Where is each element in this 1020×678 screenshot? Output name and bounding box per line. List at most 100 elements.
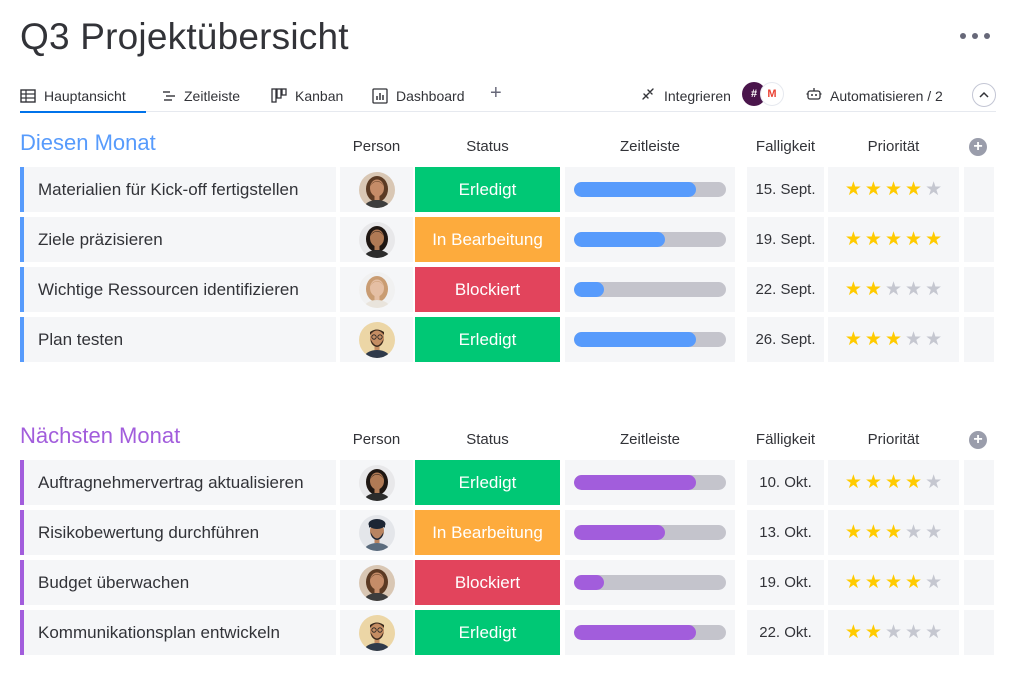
person-cell[interactable] xyxy=(340,560,413,605)
star-filled-icon[interactable]: ★ xyxy=(844,179,862,200)
priority-cell[interactable]: ★ ★ ★ ★ ★ xyxy=(828,167,959,212)
priority-cell[interactable]: ★ ★ ★ ★ ★ xyxy=(828,217,959,262)
status-cell[interactable]: Blockiert xyxy=(415,267,560,312)
star-filled-icon[interactable]: ★ xyxy=(884,179,903,200)
star-filled-icon[interactable]: ★ xyxy=(884,229,903,250)
add-view-button[interactable]: + xyxy=(490,82,502,104)
priority-cell[interactable]: ★ ★ ★ ★ ★ xyxy=(828,317,959,362)
item-name-cell[interactable]: Wichtige Ressourcen identifizieren xyxy=(20,267,336,312)
star-filled-icon[interactable]: ★ xyxy=(864,472,882,493)
star-empty-icon[interactable]: ★ xyxy=(925,572,943,593)
star-empty-icon[interactable]: ★ xyxy=(925,622,943,643)
column-header-person[interactable]: Person xyxy=(352,138,401,155)
star-filled-icon[interactable]: ★ xyxy=(884,329,903,350)
item-name-cell[interactable]: Budget überwachen xyxy=(20,560,336,605)
star-filled-icon[interactable]: ★ xyxy=(925,229,943,250)
due-date-cell[interactable]: 19. Sept. xyxy=(747,217,824,262)
timeline-cell[interactable] xyxy=(565,460,735,505)
star-filled-icon[interactable]: ★ xyxy=(864,572,882,593)
star-filled-icon[interactable]: ★ xyxy=(844,572,862,593)
priority-cell[interactable]: ★ ★ ★ ★ ★ xyxy=(828,610,959,655)
star-empty-icon[interactable]: ★ xyxy=(925,279,943,300)
table-row[interactable]: Plan testen Erledigt 26. Sept. ★ ★ ★ ★ ★ xyxy=(20,317,996,362)
star-filled-icon[interactable]: ★ xyxy=(864,229,882,250)
star-filled-icon[interactable]: ★ xyxy=(905,472,923,493)
item-name-cell[interactable]: Materialien für Kick-off fertigstellen xyxy=(20,167,336,212)
star-filled-icon[interactable]: ★ xyxy=(884,472,903,493)
star-empty-icon[interactable]: ★ xyxy=(905,279,923,300)
star-filled-icon[interactable]: ★ xyxy=(905,572,923,593)
priority-cell[interactable]: ★ ★ ★ ★ ★ xyxy=(828,460,959,505)
timeline-cell[interactable] xyxy=(565,510,735,555)
timeline-cell[interactable] xyxy=(565,610,735,655)
table-row[interactable]: Risikobewertung durchführen In Bearbeitun… xyxy=(20,510,996,555)
more-options-button[interactable] xyxy=(960,28,990,44)
status-cell[interactable]: In Bearbeitung xyxy=(415,217,560,262)
priority-cell[interactable]: ★ ★ ★ ★ ★ xyxy=(828,267,959,312)
automate-button[interactable]: Automatisieren / 2 xyxy=(806,80,943,111)
person-cell[interactable] xyxy=(340,510,413,555)
column-header-due[interactable]: Fälligkeit xyxy=(755,431,816,448)
due-date-cell[interactable]: 10. Okt. xyxy=(747,460,824,505)
tab-dashboard[interactable]: Dashboard xyxy=(372,80,465,111)
person-cell[interactable] xyxy=(340,460,413,505)
star-filled-icon[interactable]: ★ xyxy=(905,229,923,250)
column-header-priority[interactable]: Priorität xyxy=(867,138,920,155)
add-column-button[interactable]: + xyxy=(969,431,987,449)
tab-zeitleiste[interactable]: Zeitleiste xyxy=(162,80,240,111)
person-cell[interactable] xyxy=(340,267,413,312)
column-header-timeline[interactable]: Zeitleiste xyxy=(619,138,681,155)
timeline-cell[interactable] xyxy=(565,217,735,262)
star-filled-icon[interactable]: ★ xyxy=(864,179,882,200)
due-date-cell[interactable]: 22. Sept. xyxy=(747,267,824,312)
star-filled-icon[interactable]: ★ xyxy=(884,572,903,593)
item-name-cell[interactable]: Kommunikationsplan entwickeln xyxy=(20,610,336,655)
star-filled-icon[interactable]: ★ xyxy=(864,522,882,543)
column-header-person[interactable]: Person xyxy=(352,431,401,448)
star-empty-icon[interactable]: ★ xyxy=(925,472,943,493)
table-row[interactable]: Wichtige Ressourcen identifizieren Blocki… xyxy=(20,267,996,312)
add-column-button[interactable]: + xyxy=(969,138,987,156)
table-row[interactable]: Budget überwachen Blockiert 19. Okt. ★ ★ ★ ★ ★ xyxy=(20,560,996,605)
status-cell[interactable]: Erledigt xyxy=(415,460,560,505)
person-cell[interactable] xyxy=(340,167,413,212)
item-name-cell[interactable]: Auftragnehmervertrag aktualisieren xyxy=(20,460,336,505)
star-empty-icon[interactable]: ★ xyxy=(925,522,943,543)
status-cell[interactable]: Erledigt xyxy=(415,610,560,655)
due-date-cell[interactable]: 15. Sept. xyxy=(747,167,824,212)
star-empty-icon[interactable]: ★ xyxy=(905,522,923,543)
person-cell[interactable] xyxy=(340,610,413,655)
star-filled-icon[interactable]: ★ xyxy=(844,522,862,543)
star-empty-icon[interactable]: ★ xyxy=(884,279,903,300)
star-filled-icon[interactable]: ★ xyxy=(844,472,862,493)
collapse-button[interactable] xyxy=(972,83,996,107)
star-empty-icon[interactable]: ★ xyxy=(884,622,903,643)
priority-cell[interactable]: ★ ★ ★ ★ ★ xyxy=(828,560,959,605)
star-filled-icon[interactable]: ★ xyxy=(844,329,862,350)
due-date-cell[interactable]: 13. Okt. xyxy=(747,510,824,555)
status-cell[interactable]: In Bearbeitung xyxy=(415,510,560,555)
status-cell[interactable]: Erledigt xyxy=(415,167,560,212)
timeline-cell[interactable] xyxy=(565,167,735,212)
timeline-cell[interactable] xyxy=(565,317,735,362)
integrate-button[interactable]: Integrieren xyxy=(640,80,731,111)
group-title[interactable]: Diesen Monat xyxy=(20,130,156,155)
column-header-status[interactable]: Status xyxy=(466,431,509,448)
column-header-status[interactable]: Status xyxy=(466,138,509,155)
item-name-cell[interactable]: Risikobewertung durchführen xyxy=(20,510,336,555)
star-filled-icon[interactable]: ★ xyxy=(844,622,862,643)
status-cell[interactable]: Erledigt xyxy=(415,317,560,362)
person-cell[interactable] xyxy=(340,317,413,362)
column-header-timeline[interactable]: Zeitleiste xyxy=(619,431,681,448)
due-date-cell[interactable]: 22. Okt. xyxy=(747,610,824,655)
integration-apps[interactable]: # M xyxy=(742,82,786,108)
column-header-due[interactable]: Falligkeit xyxy=(755,138,816,155)
person-cell[interactable] xyxy=(340,217,413,262)
star-filled-icon[interactable]: ★ xyxy=(864,329,882,350)
tab-kanban[interactable]: Kanban xyxy=(271,80,343,111)
timeline-cell[interactable] xyxy=(565,560,735,605)
group-title[interactable]: Nächsten Monat xyxy=(20,423,181,448)
column-header-priority[interactable]: Priorität xyxy=(867,431,920,448)
timeline-cell[interactable] xyxy=(565,267,735,312)
priority-cell[interactable]: ★ ★ ★ ★ ★ xyxy=(828,510,959,555)
